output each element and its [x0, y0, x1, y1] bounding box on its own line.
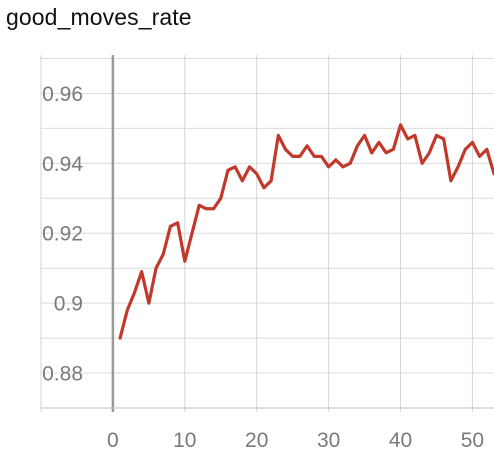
x-tick-label: 50 — [461, 429, 484, 452]
chart-title: good_moves_rate — [6, 4, 192, 30]
series-layer — [118, 123, 494, 340]
y-tick-label: 0.94 — [42, 153, 83, 176]
y-tick-label: 0.92 — [42, 223, 83, 246]
series-line-0 — [118, 123, 494, 340]
y-tick-label: 0.9 — [54, 293, 83, 316]
x-tick-label: 40 — [389, 429, 412, 452]
tick-labels: 0.88 0.9 0.92 0.94 0.96 0 10 20 30 40 50 — [42, 83, 484, 452]
grid — [40, 55, 494, 412]
y-tick-label: 0.88 — [42, 363, 83, 386]
x-tick-label: 20 — [245, 429, 268, 452]
axes — [41, 55, 494, 412]
x-tick-label: 10 — [173, 429, 196, 452]
y-tick-label: 0.96 — [42, 83, 83, 106]
x-tick-label: 0 — [107, 429, 119, 452]
x-tick-label: 30 — [317, 429, 340, 452]
